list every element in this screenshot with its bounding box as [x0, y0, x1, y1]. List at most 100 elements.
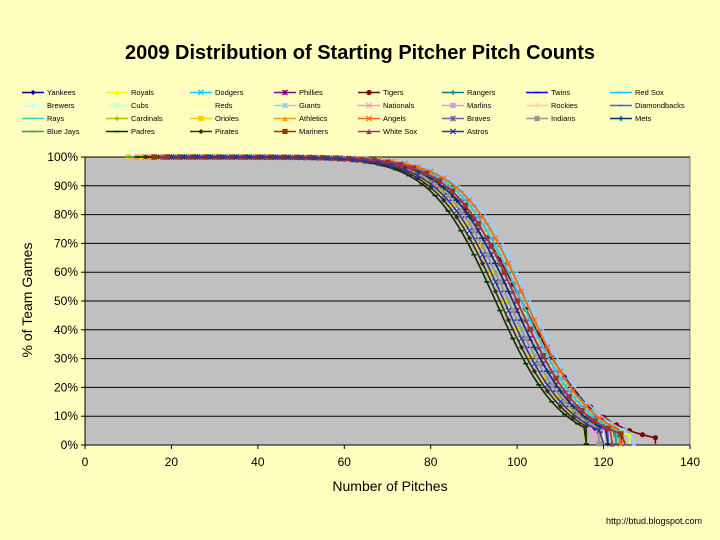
data-point	[523, 317, 529, 323]
data-point	[652, 435, 659, 441]
data-point	[220, 154, 227, 161]
data-point	[618, 431, 624, 437]
data-point	[557, 398, 564, 405]
data-point	[630, 440, 637, 447]
data-point	[562, 399, 568, 405]
x-tick-label: 60	[338, 455, 352, 469]
data-point	[401, 166, 408, 173]
data-point	[467, 214, 473, 220]
data-point	[505, 260, 512, 267]
legend-marker	[114, 102, 120, 109]
legend-marker	[365, 102, 373, 109]
data-point	[427, 181, 434, 188]
data-point	[445, 192, 451, 199]
legend-swatch	[442, 102, 464, 109]
data-point	[323, 155, 331, 162]
y-tick-label: 30%	[54, 352, 78, 366]
x-tick-label: 20	[165, 455, 179, 469]
data-point	[609, 441, 615, 447]
data-point	[454, 197, 460, 203]
data-point	[518, 344, 525, 350]
data-point	[583, 415, 589, 421]
data-point	[596, 427, 603, 434]
legend-swatch	[610, 91, 632, 94]
legend-swatch	[610, 104, 632, 107]
data-point	[605, 441, 611, 447]
data-point	[454, 214, 460, 220]
legend-swatch	[22, 89, 44, 96]
data-point	[388, 162, 395, 169]
data-point	[557, 368, 564, 375]
data-point	[544, 381, 551, 388]
data-point	[233, 154, 240, 161]
data-point	[272, 154, 279, 161]
data-point	[336, 155, 343, 162]
data-point	[531, 368, 538, 374]
legend-swatch	[190, 89, 212, 96]
data-point	[441, 184, 447, 191]
legend-label: Pirates	[215, 127, 239, 136]
y-tick-label: 80%	[54, 208, 78, 222]
data-point	[531, 317, 538, 324]
data-point	[544, 335, 551, 342]
data-point	[518, 317, 525, 323]
y-tick-label: 100%	[47, 150, 78, 164]
y-tick-label: 70%	[54, 236, 78, 250]
legend-label: Orioles	[215, 114, 239, 123]
y-tick-label: 60%	[54, 265, 78, 279]
legend-swatch	[526, 91, 548, 94]
x-tick-label: 120	[594, 455, 614, 469]
y-tick-label: 20%	[54, 380, 78, 394]
x-tick-label: 40	[251, 455, 265, 469]
data-point	[479, 260, 486, 267]
data-point	[432, 175, 438, 181]
data-point	[626, 432, 633, 438]
legend-label: Reds	[215, 101, 233, 110]
data-point	[562, 388, 568, 394]
data-point	[414, 172, 421, 179]
data-point	[362, 157, 369, 165]
series-astros	[168, 153, 605, 445]
x-tick-label: 0	[82, 455, 89, 469]
legend-label: Nationals	[383, 101, 415, 110]
legend-swatch	[610, 115, 632, 122]
legend-marker	[281, 89, 289, 96]
legend-label: Diamondbacks	[635, 101, 685, 110]
data-point	[531, 360, 538, 367]
data-point	[432, 181, 438, 187]
legend-marker	[366, 128, 372, 135]
y-tick-label: 90%	[54, 179, 78, 193]
data-point	[142, 154, 149, 160]
legend-swatch	[526, 115, 548, 122]
data-point	[492, 278, 499, 285]
data-point	[467, 235, 473, 241]
data-point	[531, 307, 538, 314]
legend-label: Royals	[131, 88, 154, 97]
data-point	[479, 214, 486, 221]
legend-label: Rays	[47, 114, 65, 123]
legend-swatch	[22, 117, 44, 120]
x-axis-label: Number of Pitches	[332, 478, 448, 494]
legend-marker	[450, 102, 456, 109]
data-point	[505, 251, 512, 258]
legend-label: Twins	[551, 88, 571, 97]
data-point	[406, 164, 412, 170]
legend-label: Red Sox	[635, 88, 664, 97]
data-point	[575, 403, 581, 410]
legend-label: Marlins	[467, 101, 492, 110]
data-point	[544, 388, 550, 394]
legend-swatch	[190, 128, 212, 135]
data-point	[458, 208, 464, 214]
legend-label: Mets	[635, 114, 652, 123]
legend-marker	[365, 115, 373, 122]
data-point	[194, 153, 201, 161]
legend-swatch	[106, 130, 128, 133]
data-point	[531, 344, 538, 350]
y-axis-label: % of Team Games	[19, 242, 35, 358]
legend-label: Angels	[383, 114, 406, 123]
legend-swatch	[358, 89, 380, 96]
legend-label: Braves	[467, 114, 491, 123]
legend-marker	[30, 102, 36, 109]
legend-label: Cubs	[131, 101, 149, 110]
series-line	[171, 156, 605, 445]
